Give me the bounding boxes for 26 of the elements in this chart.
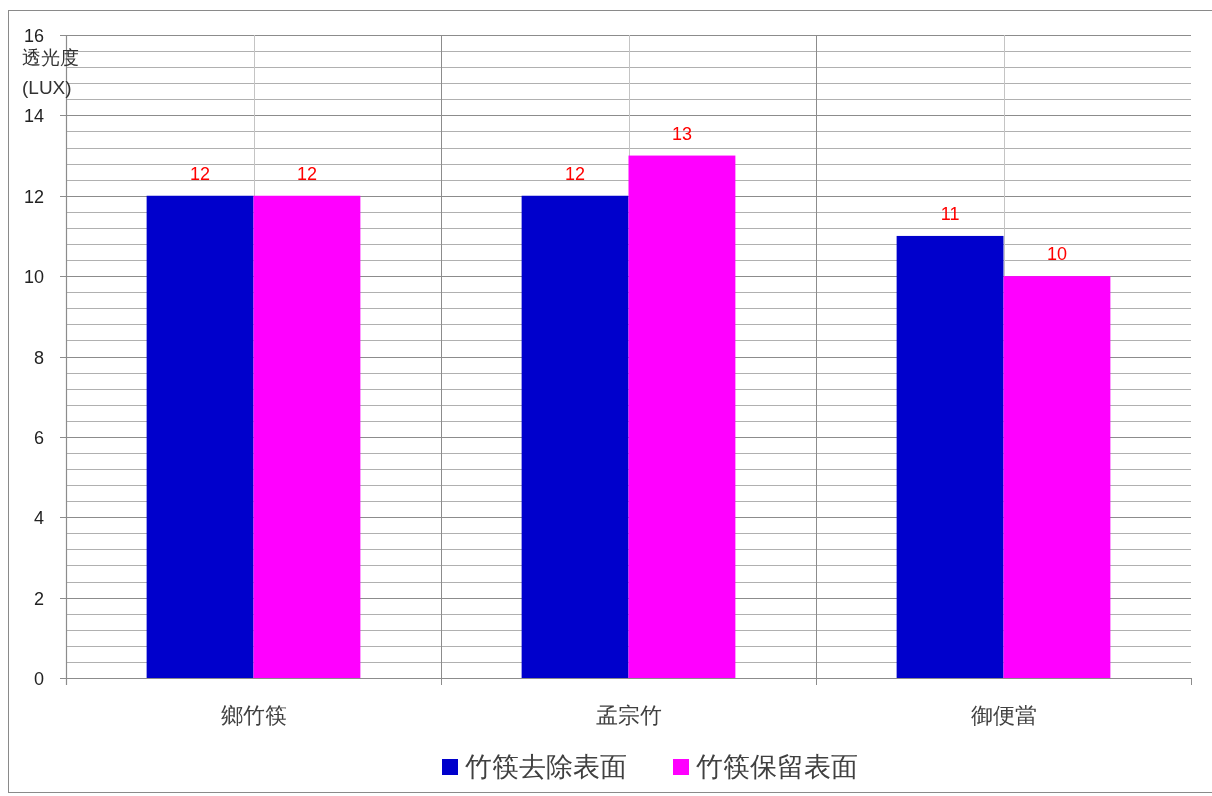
legend-label: 竹筷保留表面 (696, 752, 858, 782)
data-label: 10 (1046, 244, 1067, 265)
bar (628, 155, 736, 678)
x-tick-label: 御便當 (970, 702, 1037, 728)
y-tick-label: 16 (23, 25, 44, 46)
data-label: 12 (565, 163, 586, 184)
y-tick-label: 14 (23, 105, 44, 126)
data-label: 12 (296, 163, 317, 184)
legend-label: 竹筷去除表面 (465, 752, 627, 782)
data-label: 12 (190, 163, 211, 184)
y-tick-label: 12 (23, 186, 44, 207)
y-tick-label: 10 (23, 266, 44, 287)
y-tick-label: 8 (33, 347, 44, 368)
data-label: 13 (671, 123, 692, 144)
y-tick-label: 0 (33, 668, 44, 689)
y-tick-label: 2 (33, 588, 44, 609)
y-tick-label: 4 (33, 507, 44, 528)
bar (896, 235, 1004, 678)
bar (253, 195, 361, 678)
bar (1003, 276, 1111, 678)
x-tick-label: 孟宗竹 (595, 702, 662, 728)
bar (146, 195, 254, 678)
y-tick-label: 6 (33, 427, 44, 448)
x-tick-label: 鄉竹筷 (220, 702, 287, 728)
data-label: 11 (940, 203, 960, 224)
bar (521, 195, 629, 678)
